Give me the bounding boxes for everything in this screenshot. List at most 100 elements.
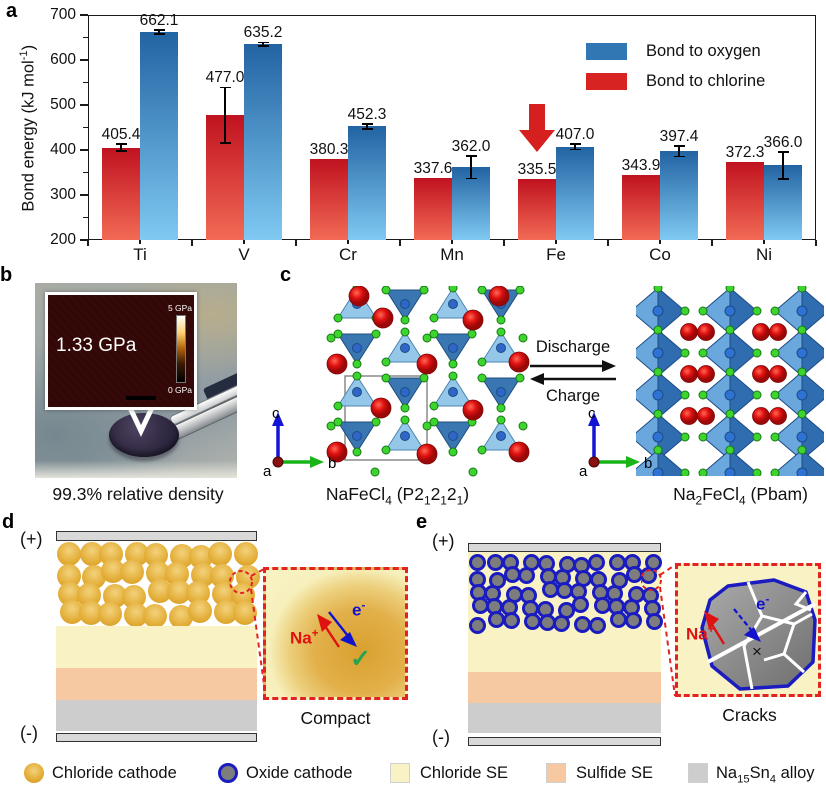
x-minor-tick bbox=[763, 240, 765, 244]
legend-row-chlorine: Bond to chlorine bbox=[586, 72, 765, 91]
oxide-cathode-particle bbox=[572, 596, 590, 613]
error-bar-cap bbox=[257, 45, 269, 47]
y-tick bbox=[80, 59, 88, 61]
error-bar bbox=[120, 143, 122, 152]
bar-Bond-to-chlorine bbox=[622, 175, 660, 240]
colorbar-max-label: 5 GPa bbox=[167, 303, 193, 313]
x-minor-tick bbox=[139, 240, 141, 244]
electron-label: e- bbox=[352, 600, 366, 620]
bar-value-label: 407.0 bbox=[555, 126, 595, 144]
error-bar bbox=[470, 155, 472, 179]
check-icon: ✓ bbox=[350, 645, 371, 673]
chloride-cathode-swatch bbox=[24, 763, 44, 783]
x-category-label: Fe bbox=[546, 245, 566, 264]
x-category-label: Co bbox=[649, 245, 671, 264]
y-tick bbox=[80, 149, 88, 151]
bar-Bond-to-chlorine bbox=[518, 179, 556, 240]
compact-caption: Compact bbox=[300, 708, 371, 728]
axis-c-label: c bbox=[272, 405, 280, 422]
oxide-cathode-particle bbox=[502, 612, 520, 629]
x-tick bbox=[711, 240, 713, 246]
y-minor-tick bbox=[83, 126, 88, 129]
error-bar-cap bbox=[569, 143, 581, 145]
y-minor-tick bbox=[83, 36, 88, 39]
ion-electron-arrows bbox=[317, 611, 357, 648]
legend-row-oxygen: Bond to oxygen bbox=[586, 42, 765, 61]
oxide-cathode-layer bbox=[469, 554, 663, 634]
error-bar bbox=[366, 123, 368, 130]
error-bar-cap bbox=[115, 143, 127, 145]
error-bar-cap bbox=[673, 155, 685, 158]
negative-terminal-label: (-) bbox=[432, 727, 450, 747]
error-bar-cap bbox=[153, 33, 165, 35]
bar-Bond-to-oxygen bbox=[660, 151, 698, 240]
error-bar-cap bbox=[777, 151, 789, 153]
y-minor-tick bbox=[83, 171, 88, 174]
negative-terminal-label: (-) bbox=[20, 723, 38, 743]
error-bar-cap bbox=[219, 86, 231, 89]
alloy-swatch bbox=[688, 763, 708, 783]
x-tick bbox=[607, 240, 609, 246]
chloride-cathode-particle bbox=[120, 560, 144, 584]
chloride-se-label: Chloride SE bbox=[420, 764, 509, 782]
bar-value-label: 366.0 bbox=[763, 133, 803, 151]
bond-energy-chart: Bond energy (kJ mol-1) Bond to oxygen Bo… bbox=[0, 0, 826, 266]
bottom-current-collector bbox=[468, 737, 661, 746]
pellet-photo: 1.33 GPa 5 GPa 0 GPa bbox=[35, 283, 237, 478]
error-bar-cap bbox=[673, 144, 685, 147]
nafecl4-structure bbox=[326, 286, 530, 477]
na2fecl4-structure bbox=[636, 286, 824, 476]
oxide-cathode-particle bbox=[588, 617, 606, 634]
sulfide-se-layer bbox=[468, 672, 661, 703]
x-category-label: Ti bbox=[133, 245, 147, 264]
chart-legend: Bond to oxygen Bond to chlorine bbox=[586, 42, 765, 102]
chlorine-swatch bbox=[586, 73, 627, 90]
x-minor-tick bbox=[659, 240, 661, 244]
x-category-label: Ni bbox=[755, 245, 773, 264]
oxide-cathode-swatch bbox=[218, 763, 238, 783]
legend-label-chlorine: Bond to chlorine bbox=[646, 72, 766, 90]
y-tick-label: 600 bbox=[50, 51, 76, 68]
positive-terminal-label: (+) bbox=[20, 529, 43, 549]
y-tick-label: 400 bbox=[50, 141, 76, 158]
error-bar-cap bbox=[465, 155, 477, 157]
axis-a-label: a bbox=[579, 463, 588, 480]
y-tick-label: 700 bbox=[50, 6, 76, 23]
cracked-particle-graphic bbox=[700, 578, 817, 691]
charge-label: Charge bbox=[545, 387, 601, 405]
error-bar bbox=[678, 145, 680, 157]
error-bar bbox=[574, 144, 576, 150]
bar-value-label: 452.3 bbox=[347, 105, 387, 123]
na-ion-label: Na+ bbox=[290, 628, 319, 648]
hardness-colorbar bbox=[176, 315, 186, 383]
error-bar-cap bbox=[115, 150, 127, 152]
bar-value-label: 380.3 bbox=[309, 140, 349, 158]
na-ion-label: Na+ bbox=[686, 624, 715, 644]
bar-Bond-to-oxygen bbox=[348, 126, 386, 240]
x-tick bbox=[503, 240, 505, 246]
oxide-cathode-particle bbox=[518, 567, 536, 584]
discharge-label: Discharge bbox=[535, 338, 611, 356]
sulfide-se-swatch bbox=[546, 763, 566, 783]
panel-c-label: c bbox=[280, 264, 292, 286]
chloride-cathode-label: Chloride cathode bbox=[52, 764, 177, 782]
hardness-value: 1.33 GPa bbox=[56, 335, 137, 356]
relative-density-caption: 99.3% relative density bbox=[52, 484, 224, 504]
x-minor-tick bbox=[347, 240, 349, 244]
axis-b-label: b bbox=[328, 455, 336, 472]
bar-Bond-to-oxygen bbox=[556, 146, 594, 240]
oxide-cathode-particle bbox=[553, 615, 570, 632]
chloride-cathode-particle bbox=[57, 542, 81, 566]
sulfide-se-layer bbox=[56, 668, 257, 700]
error-bar-cap bbox=[361, 122, 373, 125]
error-bar-cap bbox=[465, 177, 477, 180]
x-minor-tick bbox=[555, 240, 557, 244]
bar-value-label: 662.1 bbox=[139, 12, 179, 30]
oxide-cathode-particle bbox=[587, 554, 605, 571]
error-bar bbox=[158, 30, 160, 34]
bar-value-label: 372.3 bbox=[725, 144, 765, 162]
red-highlight-arrow-icon bbox=[519, 104, 555, 152]
axis-c-label: c bbox=[588, 405, 596, 422]
x-category-label: Mn bbox=[440, 245, 464, 264]
bar-value-label: 343.9 bbox=[621, 157, 661, 175]
